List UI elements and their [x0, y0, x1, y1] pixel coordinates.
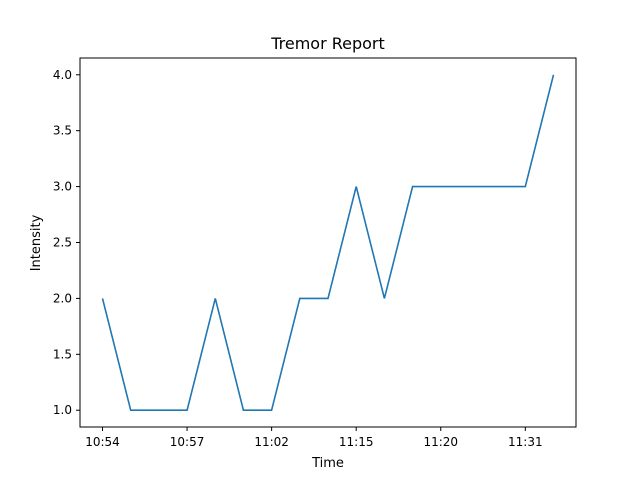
y-axis: 1.0 1.5 2.0 2.5 3.0 3.5 4.0	[53, 68, 80, 417]
x-tick-label: 11:31	[508, 435, 543, 449]
chart-title: Tremor Report	[270, 34, 385, 53]
y-tick-label: 2.0	[53, 291, 72, 305]
x-tick-label: 11:20	[423, 435, 458, 449]
x-axis: 10:54 10:57 11:02 11:15 11:20 11:31	[85, 427, 543, 449]
y-tick-label: 1.5	[53, 347, 72, 361]
y-tick-label: 3.0	[53, 180, 72, 194]
y-tick-label: 1.0	[53, 403, 72, 417]
x-axis-label: Time	[311, 456, 344, 471]
plot-area-frame	[79, 57, 577, 428]
y-axis-label: Intensity	[29, 214, 44, 271]
x-tick-label: 10:57	[170, 435, 205, 449]
y-tick-label: 3.5	[53, 124, 72, 138]
y-tick-label: 2.5	[53, 236, 72, 250]
y-tick-label: 4.0	[53, 68, 72, 82]
series-layer	[101, 74, 555, 412]
x-tick-label: 11:02	[254, 435, 289, 449]
x-tick-label: 10:54	[85, 435, 120, 449]
series-line	[101, 74, 555, 412]
x-tick-label: 11:15	[339, 435, 374, 449]
